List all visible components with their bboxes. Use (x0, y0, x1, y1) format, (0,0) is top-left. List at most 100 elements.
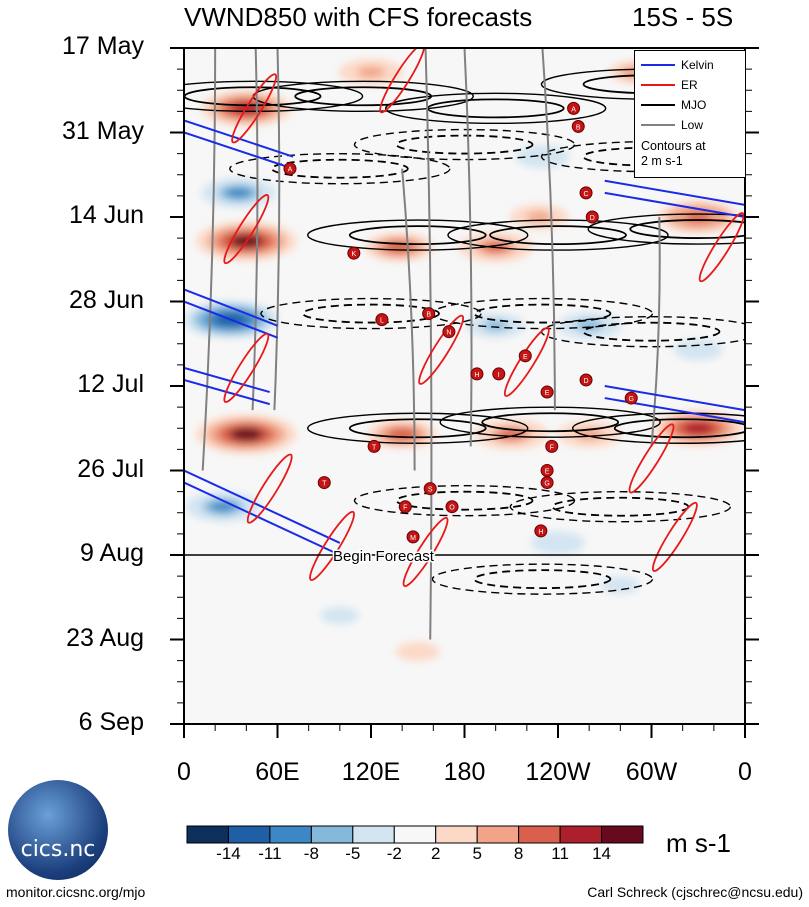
legend-label: MJO (681, 98, 707, 112)
storm-marker (470, 367, 484, 381)
colorbar-swatch (393, 825, 437, 844)
low-contour (541, 48, 556, 411)
mjo-contour (229, 153, 451, 185)
low-contour (650, 216, 661, 447)
storm-marker-label: O (449, 505, 455, 512)
colorbar-label: 11 (551, 844, 569, 863)
legend-swatch (641, 64, 675, 66)
anomaly-blob (210, 501, 236, 512)
storm-marker (540, 385, 554, 399)
legend-item-mjo: MJO (641, 97, 706, 113)
legend-label: Low (681, 118, 704, 132)
kelvin-contour (184, 119, 294, 158)
mjo-contour (439, 406, 661, 438)
storm-marker (518, 349, 532, 363)
low-contour (463, 48, 473, 447)
colorbar-label: -8 (303, 844, 319, 863)
legend-label: Kelvin (681, 58, 714, 72)
storm-marker-label: B (426, 312, 431, 319)
mjo-contour (509, 491, 732, 523)
low-contour (201, 48, 217, 471)
storm-marker (545, 439, 559, 453)
y-tick-label: 14 Jun (68, 201, 144, 229)
footer-credit: Carl Schreck (cjschrec@ncsu.edu) (587, 884, 803, 900)
colorbar-label: -11 (258, 844, 282, 863)
kelvin-contour (184, 288, 278, 327)
kelvin-contour (604, 179, 745, 206)
legend-item-kelvin: Kelvin (641, 57, 714, 73)
storm-marker-label: D (590, 215, 595, 222)
storm-marker-label: D (584, 378, 589, 385)
storm-marker (283, 162, 297, 176)
cicsnc-logo: cics.nc (8, 780, 108, 880)
latitude-band: 15S - 5S (632, 2, 734, 32)
x-tick-label: 60E (255, 758, 300, 786)
storm-marker (540, 476, 554, 490)
legend-note: Contours at 2 m s-1 (641, 139, 706, 169)
storm-marker-label: E (523, 354, 528, 361)
legend-swatch (641, 104, 675, 106)
colorbar-label: -14 (216, 844, 241, 863)
er-contour (223, 332, 270, 403)
er-contour (651, 501, 698, 572)
storm-marker-label: N (446, 330, 451, 337)
legend: Kelvin ER MJO Low Contours at 2 m s-1 (634, 50, 746, 178)
storm-marker (445, 500, 459, 514)
y-tick-label: 6 Sep (78, 708, 144, 736)
mjo-contour (307, 412, 529, 444)
footer-url[interactable]: monitor.cicsnc.org/mjo (6, 884, 146, 900)
kelvin-contour (184, 481, 341, 556)
anomaly-blob (229, 427, 264, 441)
mjo-contour (571, 412, 745, 444)
storm-marker-label: G (544, 481, 549, 488)
mjo-contour (348, 418, 487, 439)
storm-marker (442, 325, 456, 339)
storm-marker (398, 500, 412, 514)
kelvin-contour (604, 385, 745, 412)
anomaly-blob (601, 576, 640, 594)
y-tick-label: 31 May (62, 116, 144, 145)
colorbar-swatch (352, 825, 395, 844)
kelvin-contour (604, 191, 745, 218)
storm-marker-label: G (629, 396, 634, 403)
anomaly-blob (226, 187, 252, 198)
logo-text: cics.nc (20, 837, 96, 862)
mjo-contour (431, 563, 654, 595)
storm-marker-label: T (322, 481, 327, 488)
colorbar-swatch (601, 825, 644, 844)
colorbar-swatch (435, 825, 478, 844)
legend-note-line: 2 m s-1 (641, 154, 683, 168)
mjo-contour (384, 92, 607, 125)
storm-marker-label: B (576, 124, 581, 131)
storm-marker (375, 313, 389, 327)
x-tick-label: 0 (738, 758, 752, 786)
colorbar-label: -2 (386, 844, 402, 863)
y-tick-label: 26 Jul (77, 454, 144, 483)
kelvin-contour (184, 300, 278, 339)
storm-marker-label: A (571, 106, 576, 113)
chart-title: VWND850 with CFS forecasts (184, 2, 533, 32)
mjo-contour (481, 412, 620, 433)
storm-marker (567, 101, 581, 115)
er-contour (231, 73, 278, 144)
legend-item-er: ER (641, 77, 698, 93)
storm-marker (492, 367, 506, 381)
er-contour (628, 423, 675, 494)
storm-marker-label: T (372, 444, 377, 451)
colorbar-label: 14 (592, 844, 611, 863)
mjo-contour (307, 219, 529, 251)
y-tick-label: 9 Aug (80, 539, 144, 567)
colorbar-label: -5 (345, 844, 361, 863)
mjo-contour (489, 225, 627, 246)
legend-swatch (641, 124, 675, 126)
anomaly-blob (683, 422, 714, 435)
mjo-contour (348, 225, 487, 246)
storm-marker-label: H (474, 372, 479, 379)
mjo-contour (587, 213, 745, 245)
storm-marker-label: E (545, 469, 550, 476)
legend-label: ER (681, 78, 698, 92)
mjo-contour (353, 128, 576, 161)
storm-marker (422, 307, 436, 321)
kelvin-contour (184, 469, 341, 544)
